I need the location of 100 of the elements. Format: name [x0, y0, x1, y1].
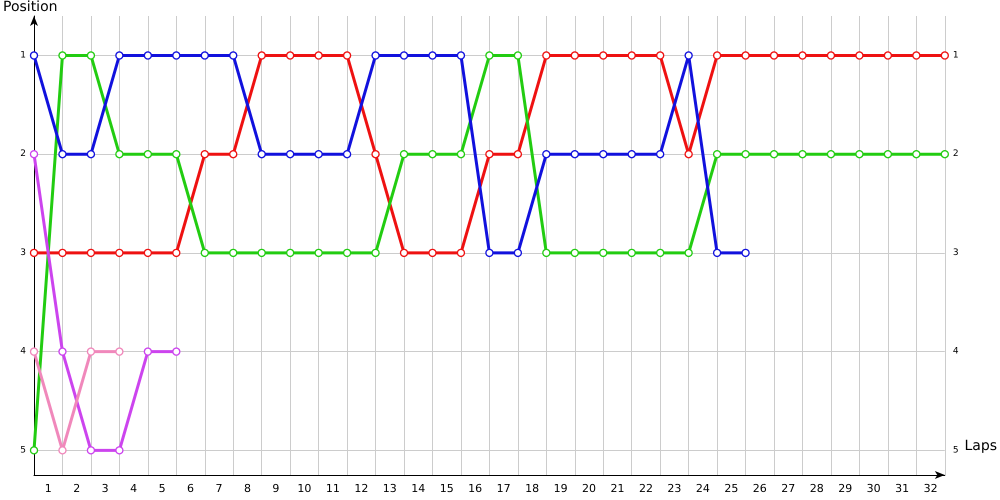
- point: [342, 248, 352, 258]
- point: [86, 347, 96, 356]
- point: [200, 150, 209, 158]
- point: [258, 51, 266, 60]
- point: [144, 248, 152, 258]
- point: [712, 150, 722, 158]
- point: [115, 150, 124, 158]
- point: [741, 150, 750, 158]
- x-tick-label: 13: [382, 482, 397, 495]
- point: [798, 150, 807, 158]
- point: [172, 51, 180, 60]
- point: [485, 150, 494, 158]
- point: [200, 248, 209, 258]
- point: [855, 51, 864, 60]
- point: [428, 248, 437, 258]
- y-axis-title: Position: [3, 0, 58, 15]
- point: [712, 51, 722, 60]
- x-tick-label: 2: [73, 482, 80, 495]
- x-tick-label: 1: [44, 482, 52, 495]
- y-tick-label: 4: [20, 346, 26, 357]
- point: [229, 150, 238, 158]
- point: [940, 51, 949, 60]
- point: [912, 51, 920, 60]
- x-tick-label: 6: [187, 482, 194, 495]
- point: [314, 150, 323, 158]
- point: [58, 150, 67, 158]
- point: [628, 248, 636, 258]
- point: [570, 248, 579, 258]
- x-tick-label: 25: [724, 482, 738, 495]
- x-tick-label: 16: [468, 482, 482, 495]
- point: [30, 150, 38, 158]
- point: [342, 51, 352, 60]
- point: [400, 248, 408, 258]
- x-tick-label: 21: [610, 482, 624, 495]
- point: [229, 248, 238, 258]
- point: [115, 446, 124, 454]
- point: [542, 248, 550, 258]
- y-tick-label: 2: [20, 149, 26, 160]
- x-tick-label: 5: [158, 482, 166, 495]
- point: [144, 51, 152, 60]
- point: [258, 150, 266, 158]
- point: [656, 248, 664, 258]
- point: [940, 150, 949, 158]
- point: [286, 150, 294, 158]
- point: [770, 51, 778, 60]
- x-tick-label: 19: [554, 482, 568, 495]
- point: [684, 150, 693, 158]
- x-tick-label: 12: [354, 482, 368, 495]
- point: [286, 51, 294, 60]
- x-tick-label: 23: [667, 482, 682, 495]
- point: [826, 150, 836, 158]
- point: [86, 51, 96, 60]
- point: [115, 51, 124, 60]
- x-tick-label: 26: [752, 482, 767, 495]
- point: [912, 150, 920, 158]
- x-tick-label: 7: [216, 482, 223, 495]
- y2-tick-label: 3: [952, 248, 959, 258]
- point: [456, 248, 466, 258]
- x-tick-label: 20: [582, 482, 596, 495]
- point: [258, 248, 266, 258]
- x-tick-label: 3: [102, 482, 109, 495]
- point: [741, 51, 750, 60]
- x-tick-label: 18: [525, 482, 540, 495]
- point: [58, 446, 67, 454]
- point: [599, 51, 608, 60]
- point: [115, 347, 124, 356]
- point: [884, 51, 892, 60]
- point: [884, 150, 892, 158]
- point: [570, 51, 579, 60]
- point: [30, 446, 38, 454]
- x-tick-label: 22: [638, 482, 653, 495]
- point: [485, 248, 494, 258]
- x-tick-label: 32: [924, 482, 938, 495]
- point: [628, 51, 636, 60]
- x-tick-label: 9: [272, 482, 280, 495]
- point: [485, 51, 494, 60]
- x-tick-label: 29: [838, 482, 852, 495]
- point: [200, 51, 209, 60]
- x-tick-label: 27: [781, 482, 796, 495]
- point: [172, 248, 180, 258]
- point: [30, 248, 38, 258]
- point: [144, 347, 152, 356]
- point: [172, 150, 180, 158]
- point: [314, 51, 323, 60]
- point: [741, 248, 750, 258]
- point: [314, 248, 323, 258]
- point: [514, 150, 522, 158]
- x-tick-label: 11: [326, 482, 340, 495]
- y2-tick-label: 5: [952, 445, 959, 456]
- point: [599, 248, 608, 258]
- point: [58, 51, 67, 60]
- point: [656, 51, 664, 60]
- point: [514, 51, 522, 60]
- point: [286, 248, 294, 258]
- point: [542, 150, 550, 158]
- point: [86, 446, 96, 454]
- x-tick-label: 17: [496, 482, 511, 495]
- point: [826, 51, 836, 60]
- point: [570, 150, 579, 158]
- y-tick-label: 5: [20, 445, 26, 456]
